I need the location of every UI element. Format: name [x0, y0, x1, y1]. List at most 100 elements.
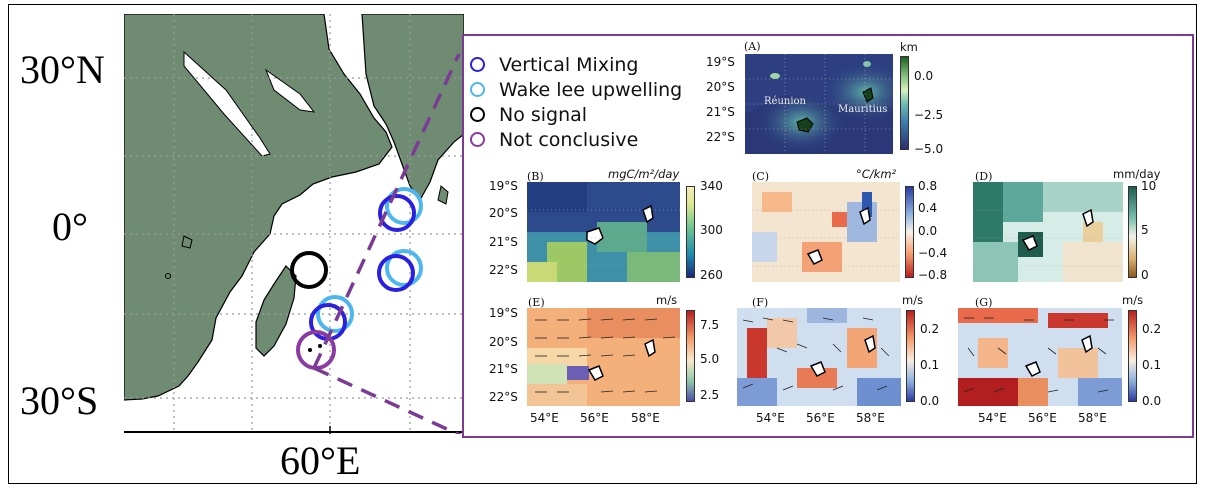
cbar-tick: −0.8 — [918, 268, 948, 282]
panel-unit: m/s — [656, 293, 678, 307]
cbar-tick: 300 — [700, 223, 723, 237]
colorbar — [686, 310, 695, 402]
colorbar — [1128, 186, 1137, 278]
lon-tick: 58°E — [856, 411, 885, 425]
panel-label: (C) — [752, 170, 769, 183]
cbar-tick: 5 — [1141, 223, 1149, 237]
circle-icon — [470, 57, 485, 72]
bathymetry-map — [745, 54, 893, 154]
cbar-tick: 10 — [1141, 179, 1157, 193]
cbar-tick: 0 — [1141, 268, 1149, 282]
mauritius-label: Mauritius — [838, 104, 888, 115]
lat-tick: 19°S — [706, 55, 735, 69]
lon-tick: 58°E — [1078, 411, 1107, 425]
madagascar-land — [255, 265, 297, 357]
lon-label-60e: 60°E — [280, 438, 361, 483]
cbar-tick: 0.0 — [920, 394, 940, 408]
lat-label-30s: 30°S — [20, 378, 99, 423]
lon-tick: 54°E — [530, 411, 559, 425]
wind-arrows — [535, 318, 676, 393]
study-site-markers — [290, 187, 423, 370]
cbar-tick: 0.0 — [1142, 394, 1162, 408]
current-arrows — [742, 317, 890, 391]
panel-label: (E) — [528, 296, 545, 309]
cbar-tick: 7.5 — [700, 318, 720, 332]
panel-label: (G) — [975, 296, 993, 309]
lat-tick: 19°S — [489, 179, 518, 193]
legend-label: Wake lee upwelling — [499, 78, 683, 101]
reunion-label: Réunion — [764, 96, 806, 107]
legend: Vertical Mixing Wake lee upwelling No si… — [470, 52, 682, 152]
colorbar — [906, 310, 915, 402]
circle-icon — [470, 82, 485, 97]
chlorophyll-map — [527, 182, 680, 282]
panel-unit: m/s — [1122, 293, 1144, 307]
cbar-tick: 0.8 — [918, 179, 938, 193]
panel-unit: mgC/m²/day — [608, 167, 680, 181]
lat-tick: 21°S — [489, 362, 518, 376]
lon-tick: 56°E — [806, 411, 835, 425]
legend-item: No signal — [470, 102, 682, 127]
legend-item: Not conclusive — [470, 127, 682, 152]
lat-tick: 20°S — [489, 206, 518, 220]
legend-label: Vertical Mixing — [499, 53, 639, 76]
legend-item: Wake lee upwelling — [470, 77, 682, 102]
current-speed-map-2 — [958, 308, 1122, 406]
panel-label: (F) — [752, 296, 769, 309]
precipitation-map — [973, 182, 1123, 282]
cbar-tick: 0.1 — [920, 358, 940, 372]
lat-tick: 21°S — [706, 105, 735, 119]
cbar-tick: 0.2 — [920, 322, 940, 336]
colorbar — [686, 186, 695, 278]
cbar-tick: 0.2 — [1142, 322, 1162, 336]
circle-icon — [470, 107, 485, 122]
cbar-tick: 0.0 — [918, 224, 938, 238]
current-speed-map — [737, 308, 901, 406]
colorbar — [1128, 310, 1137, 402]
lat-tick: 20°S — [706, 80, 735, 94]
panel-unit: m/s — [902, 293, 924, 307]
cbar-tick: −5.0 — [914, 142, 944, 156]
panel-label: (D) — [975, 170, 993, 183]
lon-tick: 56°E — [580, 411, 609, 425]
lat-tick: 19°S — [489, 306, 518, 320]
panel-label: (B) — [527, 170, 544, 183]
lon-tick: 58°E — [631, 411, 660, 425]
panel-unit: mm/day — [1113, 167, 1161, 181]
lon-tick: 54°E — [978, 411, 1007, 425]
cbar-tick: −2.5 — [914, 108, 944, 122]
lat-tick: 21°S — [489, 235, 518, 249]
sst-gradient-map — [752, 182, 900, 282]
lon-tick: 54°E — [756, 411, 785, 425]
current-arrows — [963, 317, 1114, 393]
cbar-tick: 0.0 — [914, 69, 934, 83]
lat-tick: 22°S — [489, 390, 518, 404]
wind-speed-map — [527, 308, 680, 406]
panel-unit: km — [900, 40, 918, 54]
cbar-tick: −0.4 — [918, 246, 948, 260]
lat-label-equator: 0° — [52, 204, 88, 249]
africa-arabia-land — [124, 14, 393, 401]
legend-label: No signal — [499, 103, 588, 126]
lat-tick: 22°S — [706, 130, 735, 144]
panel-label: (A) — [744, 40, 761, 53]
cbar-tick: 0.1 — [1142, 358, 1162, 372]
lat-label-30n: 30°N — [20, 47, 105, 92]
cbar-tick: 260 — [700, 268, 723, 282]
cbar-tick: 0.4 — [918, 201, 938, 215]
lon-tick: 56°E — [1028, 411, 1057, 425]
cbar-tick: 340 — [700, 179, 723, 193]
colorbar — [905, 186, 914, 278]
circle-icon — [470, 132, 485, 147]
figure-frame — [8, 4, 1197, 484]
lat-tick: 22°S — [489, 263, 518, 277]
lat-tick: 20°S — [489, 335, 518, 349]
colorbar — [900, 56, 909, 150]
indian-ocean-map — [124, 14, 464, 434]
zoom-lines — [312, 53, 462, 434]
cbar-tick: 5.0 — [700, 352, 720, 366]
cbar-tick: 2.5 — [700, 388, 720, 402]
legend-label: Not conclusive — [499, 128, 639, 151]
panel-unit: °C/km² — [856, 167, 897, 181]
legend-item: Vertical Mixing — [470, 52, 682, 77]
